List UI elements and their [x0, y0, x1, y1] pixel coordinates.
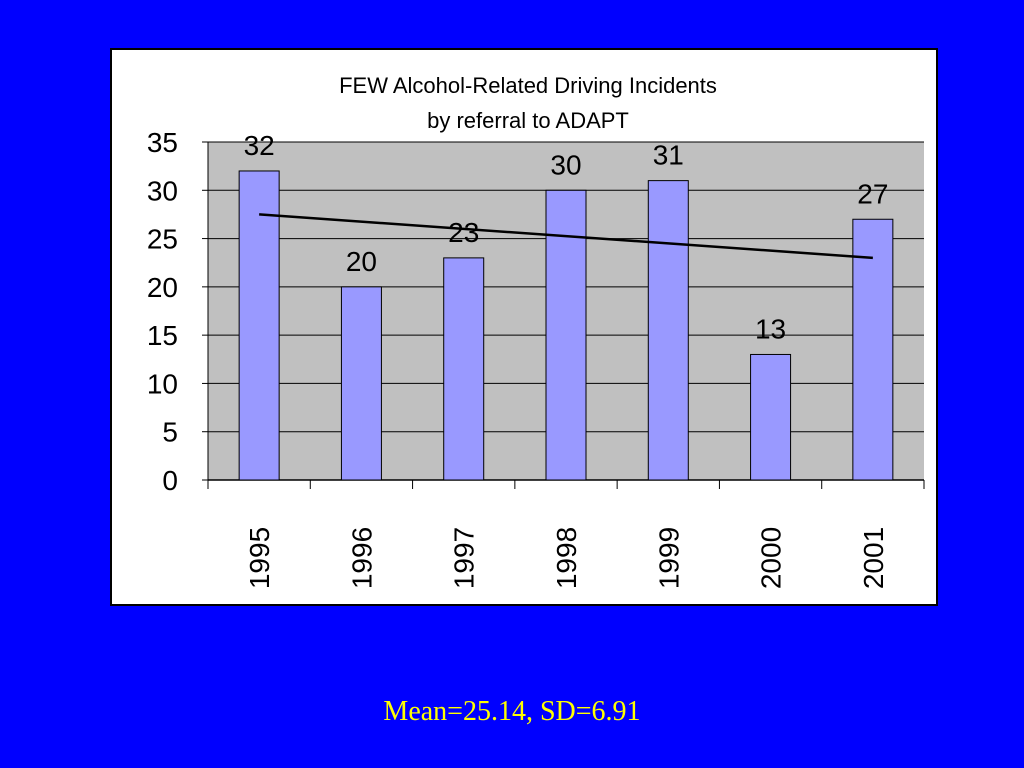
- x-tick-label: 1996: [346, 527, 377, 589]
- footer-stats: Mean=25.14, SD=6.91: [383, 696, 641, 727]
- y-tick-label: 0: [162, 465, 178, 496]
- data-label: 31: [653, 140, 684, 171]
- bar: [852, 218, 894, 481]
- x-tick-label: 1998: [551, 527, 582, 589]
- data-label: 23: [448, 217, 479, 248]
- x-tick-label: 2001: [858, 527, 889, 589]
- bar: [238, 170, 280, 481]
- data-label: 27: [857, 178, 888, 209]
- y-tick-label: 10: [147, 368, 178, 399]
- bar: [750, 353, 792, 481]
- chart-frame: FEW Alcohol-Related Driving Incidents by…: [110, 48, 938, 606]
- data-label: 30: [550, 149, 581, 180]
- y-tick-label: 5: [162, 417, 178, 448]
- y-tick-label: 30: [147, 175, 178, 206]
- chart-subtitle: by referral to ADAPT: [427, 108, 629, 133]
- data-label: 20: [346, 246, 377, 277]
- bar: [647, 180, 689, 481]
- data-label: 32: [244, 130, 275, 161]
- x-tick-label: 1995: [244, 527, 275, 589]
- y-tick-label: 25: [147, 224, 178, 255]
- bar: [443, 257, 485, 481]
- chart-title: FEW Alcohol-Related Driving Incidents: [339, 73, 717, 98]
- y-tick-label: 20: [147, 272, 178, 303]
- x-tick-label: 1999: [653, 527, 684, 589]
- bar: [545, 189, 587, 481]
- y-tick-label: 15: [147, 320, 178, 351]
- x-tick-label: 2000: [756, 527, 787, 589]
- data-label: 13: [755, 313, 786, 344]
- x-tick-label: 1997: [449, 527, 480, 589]
- y-tick-label: 35: [147, 127, 178, 158]
- trendline: [259, 213, 873, 260]
- bar: [340, 286, 382, 481]
- bar-chart: FEW Alcohol-Related Driving Incidents by…: [147, 73, 925, 589]
